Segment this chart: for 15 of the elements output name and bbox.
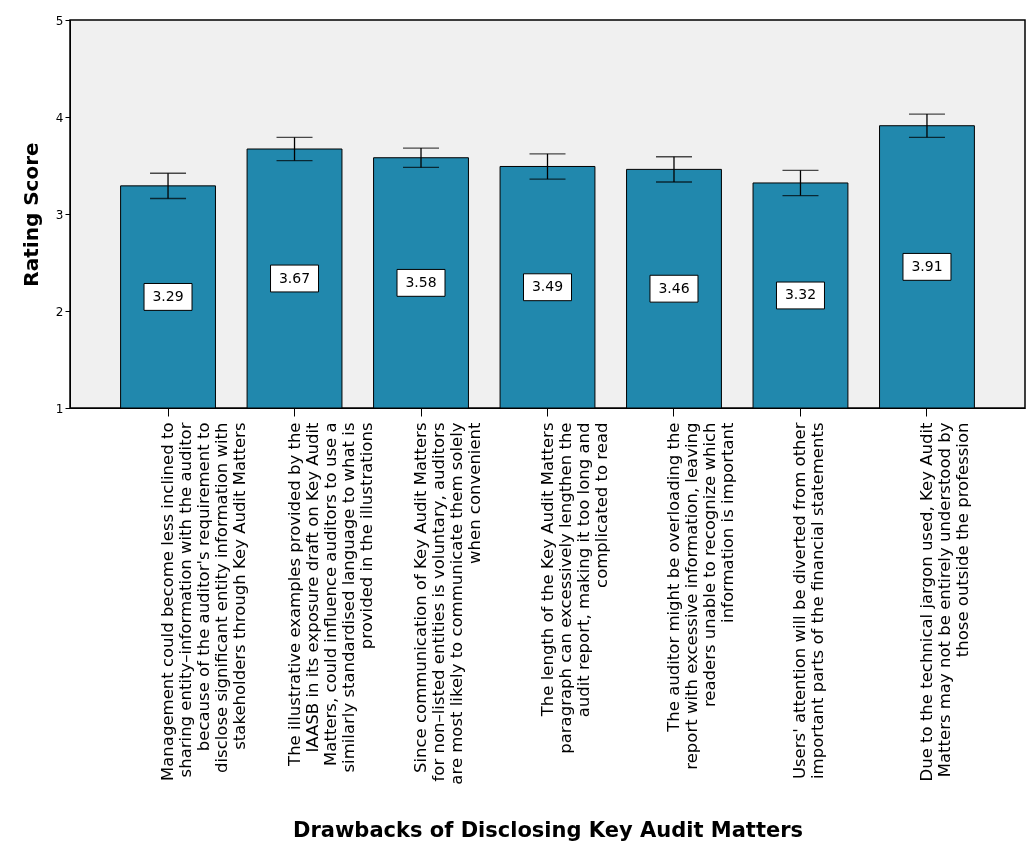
y-tick-label: 5 (55, 13, 64, 28)
data-label: 3.58 (405, 273, 437, 290)
y-tick-label: 4 (55, 110, 64, 125)
data-label: 3.49 (531, 278, 564, 295)
data-label: 3.29 (152, 287, 184, 304)
data-label: 3.91 (911, 257, 943, 274)
y-axis-title: Rating Score (18, 142, 43, 287)
data-label: 3.46 (658, 279, 690, 296)
y-tick-label: 3 (55, 207, 64, 222)
y-tick-label: 2 (55, 304, 64, 319)
x-axis-title: Drawbacks of Disclosing Key Audit Matters (292, 817, 804, 842)
data-label: 3.67 (278, 269, 311, 286)
data-label: 3.32 (784, 286, 817, 303)
y-tick-label: 1 (55, 401, 64, 416)
x-tick-label: Management could become less inclined to sharing entity–information with the auditor because of the auditor's requirement to disclose significant entity information with stakeholders through Key Audit Matters (158, 422, 250, 781)
